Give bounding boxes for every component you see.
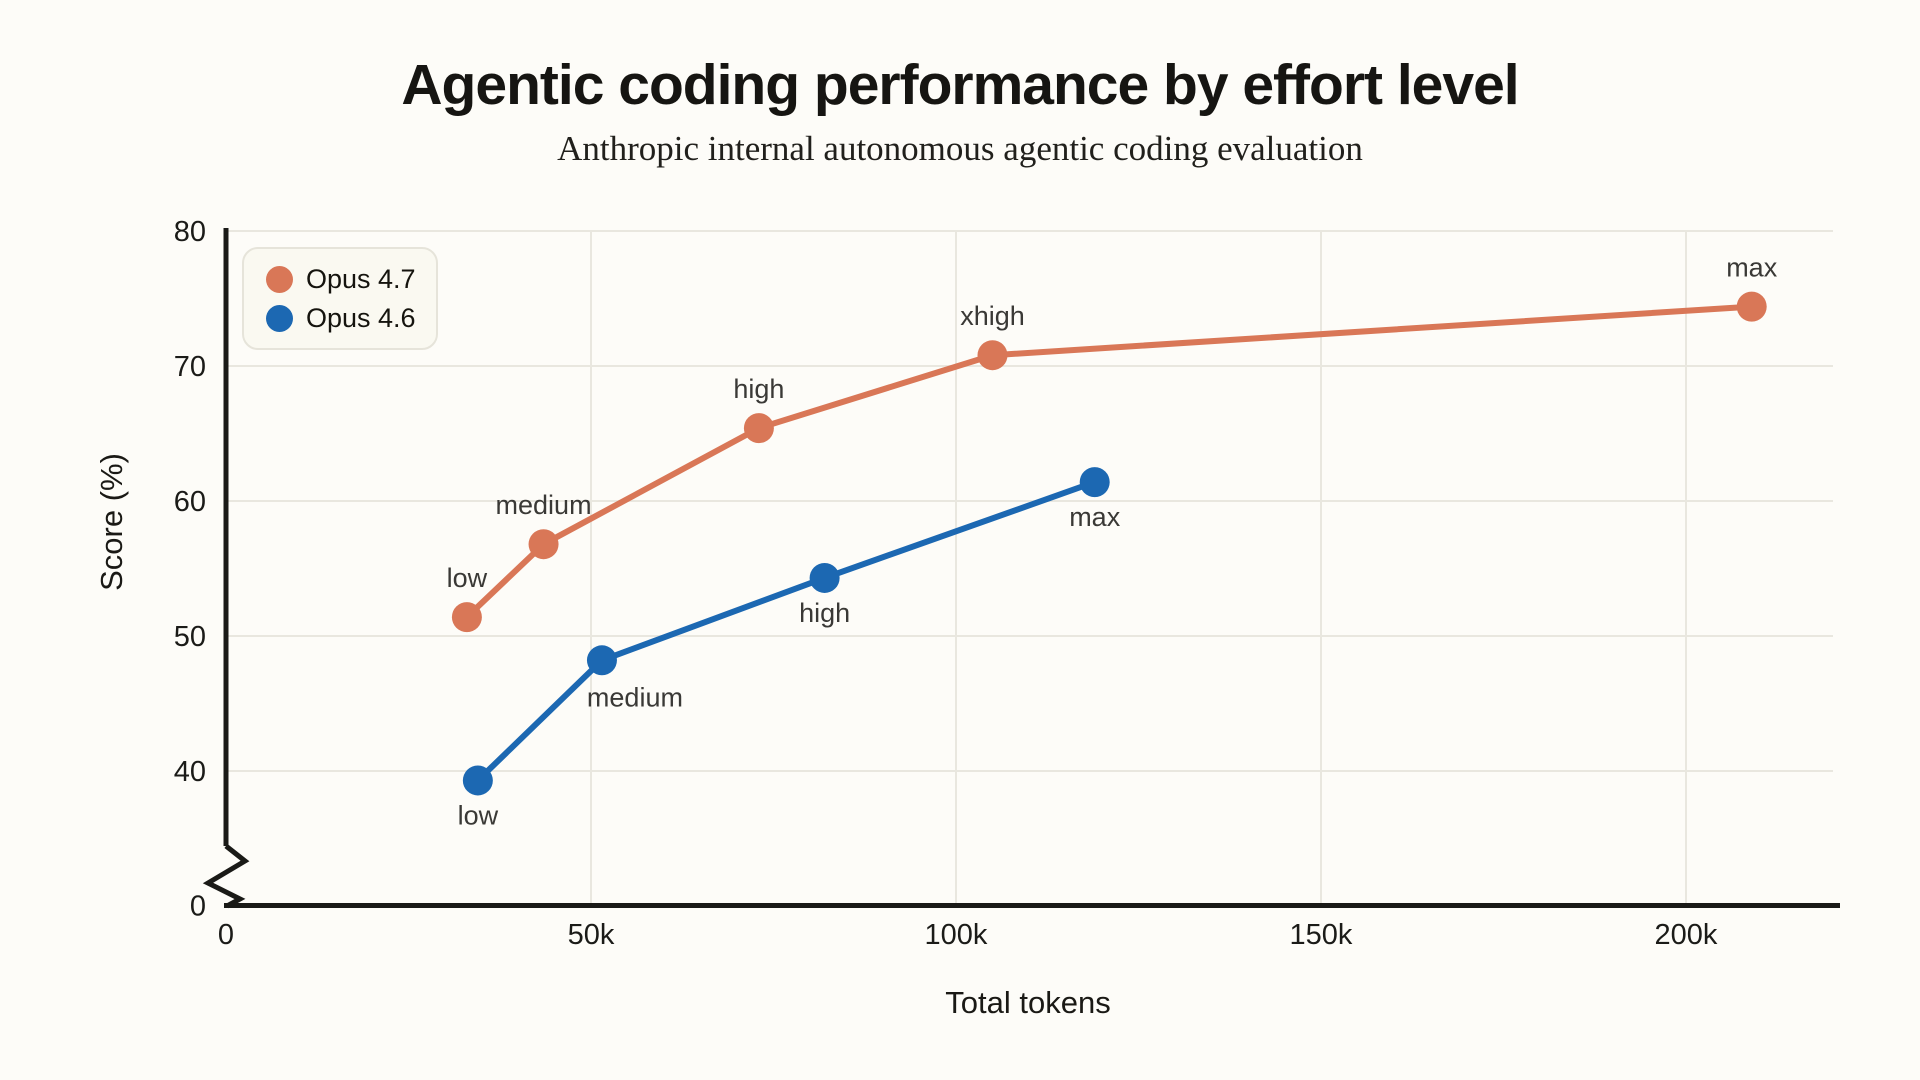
point-label: high: [799, 598, 850, 628]
y-tick-label: 50: [174, 621, 206, 653]
point-opus-4-7-low: [451, 602, 482, 633]
chart-subtitle: Anthropic internal autonomous agentic co…: [557, 129, 1363, 168]
x-tick-label: 0: [218, 919, 234, 951]
y-tick-label: 0: [190, 891, 206, 923]
x-axis-title: Total tokens: [945, 985, 1111, 1020]
y-tick-label: 60: [174, 486, 206, 518]
y-tick-label: 70: [174, 351, 206, 383]
x-tick-label: 200k: [1655, 919, 1718, 951]
legend-marker-opus-4-6-icon: [266, 304, 293, 332]
legend-marker-opus-4-7-icon: [266, 265, 293, 293]
point-label: high: [733, 374, 784, 404]
x-tick-label: 100k: [925, 919, 988, 951]
chart-title: Agentic coding performance by effort lev…: [401, 53, 1519, 117]
y-tick-label: 80: [174, 216, 206, 248]
y-tick-label: 40: [174, 756, 206, 788]
x-tick-label: 50k: [568, 919, 615, 951]
point-opus-4-6-high: [809, 562, 840, 593]
point-opus-4-7-xhigh: [977, 340, 1008, 371]
point-label: max: [1726, 253, 1778, 283]
point-opus-4-6-low: [462, 765, 493, 796]
legend-label-opus-4-6: Opus 4.6: [306, 303, 416, 333]
point-opus-4-7-high: [743, 413, 774, 444]
y-axis-break-icon: [202, 844, 250, 909]
x-tick-label: 150k: [1290, 919, 1353, 951]
point-label: medium: [496, 490, 592, 520]
point-label: low: [458, 800, 499, 830]
legend-item-opus-4-7: Opus 4.7: [266, 264, 416, 294]
point-opus-4-6-max: [1079, 467, 1110, 498]
legend-label-opus-4-7: Opus 4.7: [306, 264, 416, 294]
point-opus-4-7-medium: [528, 529, 559, 560]
point-label: xhigh: [960, 301, 1025, 331]
series-line-opus-4-6: [474, 479, 1098, 784]
series-line-opus-4-7: [463, 303, 1755, 621]
legend-item-opus-4-6: Opus 4.6: [266, 303, 416, 333]
legend: Opus 4.7 Opus 4.6: [242, 247, 438, 350]
point-opus-4-7-max: [1736, 291, 1767, 322]
point-label: medium: [587, 682, 683, 712]
point-opus-4-6-medium: [586, 645, 617, 676]
point-label: low: [447, 563, 488, 593]
point-label: max: [1069, 502, 1121, 532]
